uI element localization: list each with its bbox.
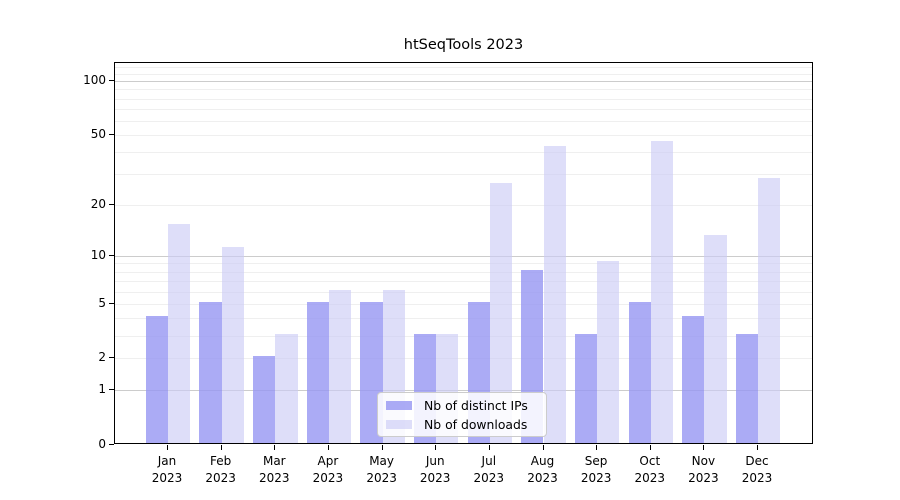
bar-distinct-ips-apr: [306, 301, 329, 443]
legend-label: Nb of distinct IPs: [424, 397, 528, 413]
y-tick-mark: [109, 389, 114, 391]
x-tick-mark: [542, 445, 544, 450]
x-tick-mark: [649, 445, 651, 450]
gridline-minor: [115, 134, 812, 136]
y-tick-mark: [109, 444, 114, 445]
bar-distinct-ips-dec: [735, 333, 758, 443]
bar-downloads-apr: [328, 289, 352, 443]
gridline-minor: [115, 98, 812, 100]
y-tick-label: 10: [90, 247, 106, 262]
x-tick-label-dec: Dec 2023: [741, 454, 773, 485]
x-tick-label-apr: Apr 2023: [312, 454, 344, 485]
gridline-minor: [115, 108, 812, 110]
bar-downloads-feb: [221, 247, 244, 443]
x-tick-label-sep: Sep 2023: [580, 454, 612, 485]
x-tick-mark: [381, 445, 383, 450]
plot-area: [114, 62, 813, 444]
bar-distinct-ips-oct: [628, 301, 651, 443]
y-tick-label: 20: [90, 196, 106, 211]
x-tick-mark: [274, 445, 276, 450]
legend-label: Nb of downloads: [424, 416, 528, 432]
gridline-major: [115, 81, 812, 83]
bar-distinct-ips-nov: [682, 316, 705, 443]
y-tick-mark: [109, 302, 114, 304]
y-tick-mark: [109, 254, 114, 256]
gridline-minor: [115, 281, 812, 282]
bar-distinct-ips-feb: [199, 301, 222, 443]
gridline-major: [115, 390, 812, 392]
y-tick-label: 2: [98, 350, 106, 365]
x-tick-mark: [703, 445, 705, 450]
legend-entry: Nb of distinct IPs: [386, 397, 538, 413]
y-tick-label: 50: [90, 126, 106, 141]
y-tick-label: 0: [98, 437, 106, 451]
gridline-minor: [115, 291, 812, 293]
bar-downloads-dec: [758, 177, 781, 443]
legend-entry: Nb of downloads: [386, 416, 538, 432]
bar-downloads-jul: [489, 183, 513, 443]
x-tick-label-jun: Jun 2023: [419, 454, 451, 485]
y-tick-mark: [109, 133, 114, 135]
x-tick-label-jan: Jan 2023: [151, 454, 183, 485]
legend: Nb of distinct IPs Nb of downloads: [377, 392, 547, 437]
bar-distinct-ips-sep: [574, 333, 598, 443]
x-tick-mark: [488, 445, 490, 450]
x-tick-label-feb: Feb 2023: [205, 454, 236, 485]
gridline-minor: [115, 335, 812, 337]
bar-distinct-ips-jan: [145, 316, 168, 443]
y-tick-label: 5: [98, 295, 106, 310]
gridline-minor: [115, 73, 812, 75]
y-tick-label: 1: [98, 382, 106, 397]
bar-downloads-oct: [650, 141, 674, 443]
x-tick-mark: [167, 445, 168, 450]
gridline-minor: [115, 66, 812, 68]
gridline-minor: [115, 263, 812, 265]
y-tick-mark: [109, 357, 114, 359]
bar-distinct-ips-mar: [253, 356, 276, 443]
x-tick-label-oct: Oct 2023: [634, 454, 666, 485]
x-tick-mark: [596, 445, 598, 450]
bar-downloads-sep: [597, 261, 620, 443]
bar-downloads-jan: [168, 224, 191, 443]
x-tick-mark: [327, 445, 329, 450]
gridline-minor: [115, 120, 812, 122]
x-tick-mark: [757, 445, 758, 450]
x-tick-mark: [435, 445, 437, 450]
bar-downloads-nov: [704, 234, 727, 443]
bar-downloads-mar: [275, 333, 298, 443]
gridline-minor: [115, 303, 812, 305]
y-tick-mark: [109, 80, 114, 82]
x-tick-label-jul: Jul 2023: [473, 454, 505, 485]
legend-swatch-downloads: [386, 419, 412, 429]
chart-title: htSeqTools 2023: [403, 37, 524, 53]
gridline-minor: [115, 358, 812, 360]
x-tick-label-nov: Nov 2023: [688, 454, 719, 485]
x-tick-label-mar: Mar 2023: [259, 454, 290, 485]
gridline-minor: [115, 174, 812, 176]
x-tick-mark: [220, 445, 222, 450]
gridline-minor: [115, 204, 812, 206]
y-tick-mark: [109, 203, 114, 205]
y-tick-label: 100: [83, 73, 106, 88]
legend-swatch-distinct-ips: [386, 400, 412, 410]
x-tick-label-aug: Aug 2023: [527, 454, 558, 485]
gridline-minor: [115, 152, 812, 154]
bar-downloads-aug: [543, 146, 566, 443]
gridline-minor: [115, 318, 812, 320]
gridline-major: [115, 255, 812, 257]
x-tick-label-may: May 2023: [366, 454, 397, 485]
gridline-minor: [115, 271, 812, 273]
gridline-minor: [115, 89, 812, 91]
